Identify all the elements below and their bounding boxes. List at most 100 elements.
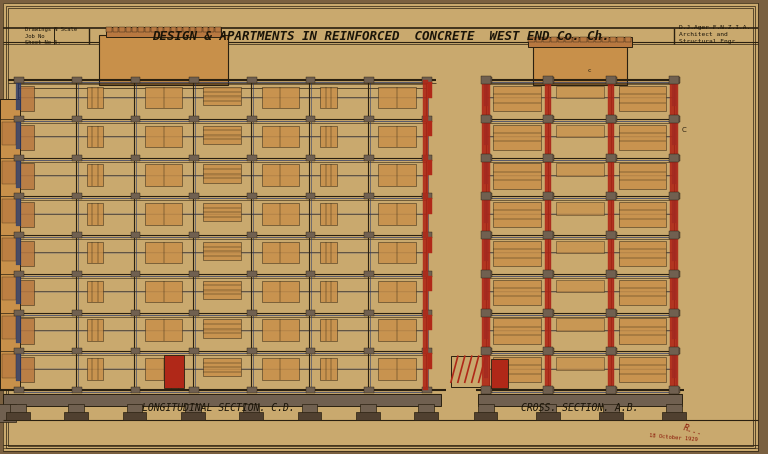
Bar	[606, 270, 616, 278]
Bar	[545, 116, 554, 122]
Bar	[478, 394, 682, 406]
Bar	[672, 277, 676, 300]
Bar	[119, 27, 124, 32]
Bar	[485, 80, 674, 390]
Bar	[672, 161, 676, 184]
Bar	[379, 87, 415, 109]
Bar	[670, 154, 680, 161]
Bar	[556, 86, 604, 99]
Bar	[72, 310, 82, 316]
Bar	[419, 404, 434, 414]
Bar	[599, 412, 623, 420]
Bar	[2, 238, 16, 261]
Bar	[247, 154, 257, 161]
Bar	[87, 281, 104, 302]
Bar	[151, 27, 157, 32]
Bar	[669, 347, 679, 355]
Bar	[20, 280, 35, 305]
Bar	[551, 37, 557, 42]
Bar	[672, 238, 676, 261]
Bar	[356, 412, 379, 420]
Bar	[87, 164, 104, 186]
Bar	[131, 387, 141, 393]
Bar	[107, 27, 112, 32]
Bar	[14, 348, 24, 354]
Bar	[145, 358, 182, 380]
Bar	[131, 232, 141, 238]
Bar	[72, 271, 82, 277]
Bar	[607, 193, 617, 199]
Bar	[247, 232, 257, 238]
Bar	[185, 404, 200, 414]
Bar	[481, 309, 491, 316]
Bar	[607, 116, 617, 122]
Bar	[493, 241, 541, 266]
Bar	[364, 77, 374, 83]
Bar	[422, 310, 432, 316]
Bar	[364, 271, 374, 277]
Bar	[16, 354, 21, 381]
Bar	[87, 320, 104, 341]
Bar	[306, 116, 316, 122]
Bar	[68, 404, 84, 414]
Bar	[607, 77, 617, 83]
Bar	[662, 412, 686, 420]
Bar	[6, 412, 30, 420]
Bar	[247, 387, 257, 393]
Bar	[320, 281, 336, 302]
Bar	[670, 271, 680, 277]
Bar	[484, 83, 488, 106]
Bar	[203, 27, 208, 32]
Bar	[619, 163, 667, 188]
Bar	[379, 320, 415, 341]
Text: DESIGN & APARTMENTS IN REINFORCED  CONCRETE  WEST END Co. Ch.: DESIGN & APARTMENTS IN REINFORCED CONCRE…	[152, 30, 609, 44]
Bar	[545, 387, 554, 393]
Bar	[189, 387, 199, 393]
Bar	[3, 394, 441, 406]
Bar	[204, 281, 240, 299]
Bar	[164, 355, 184, 388]
Bar	[669, 231, 679, 239]
Bar	[306, 77, 316, 83]
Bar	[216, 27, 221, 32]
Bar	[126, 27, 131, 32]
Bar	[545, 310, 554, 316]
Bar	[670, 80, 678, 390]
Text: Drawings N Scale
Job No
Sheet No 5.: Drawings N Scale Job No Sheet No 5.	[25, 26, 77, 45]
Bar	[204, 203, 240, 222]
Bar	[669, 309, 679, 316]
Bar	[607, 348, 617, 354]
Bar	[87, 358, 104, 380]
Bar	[669, 76, 679, 84]
Bar	[184, 27, 189, 32]
Bar	[607, 387, 617, 393]
Bar	[545, 348, 554, 354]
Bar	[422, 77, 432, 83]
Bar	[302, 404, 317, 414]
Bar	[493, 163, 541, 188]
Bar	[493, 124, 541, 150]
Bar	[262, 242, 299, 263]
Bar	[474, 412, 498, 420]
Bar	[544, 386, 553, 394]
Bar	[189, 193, 199, 199]
Bar	[189, 310, 199, 316]
Bar	[558, 37, 564, 42]
Bar	[607, 271, 617, 277]
Bar	[481, 231, 491, 239]
Bar	[619, 86, 667, 111]
Bar	[10, 404, 26, 414]
Bar	[204, 242, 240, 260]
Bar	[364, 116, 374, 122]
Bar	[536, 37, 542, 42]
Bar	[14, 116, 24, 122]
Bar	[544, 115, 553, 123]
Bar	[2, 277, 16, 300]
Bar	[556, 124, 604, 137]
Bar	[543, 37, 550, 42]
Bar	[379, 164, 415, 186]
Bar	[262, 203, 299, 225]
Bar	[320, 358, 336, 380]
Bar	[545, 154, 554, 161]
Bar	[619, 202, 667, 227]
